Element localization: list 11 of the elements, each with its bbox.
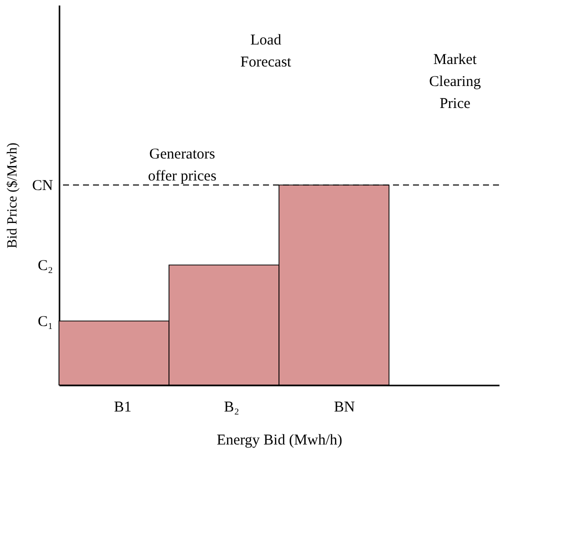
- x-tick-label: B1: [114, 400, 132, 416]
- text: Market Clearing Price: [429, 52, 482, 112]
- text: C₂: [38, 258, 53, 274]
- x-axis-title: Energy Bid (Mwh/h): [216, 432, 342, 448]
- x-tick-label: B₂: [224, 400, 240, 416]
- text: Generators offer prices: [148, 146, 217, 185]
- text: C₁: [38, 314, 53, 330]
- ref-line-label: CN: [32, 178, 54, 194]
- y-axis-title: Bid Price ($/Mwh): [6, 142, 20, 248]
- text: Load Forecast: [240, 32, 292, 71]
- x-tick-label: BN: [334, 400, 356, 416]
